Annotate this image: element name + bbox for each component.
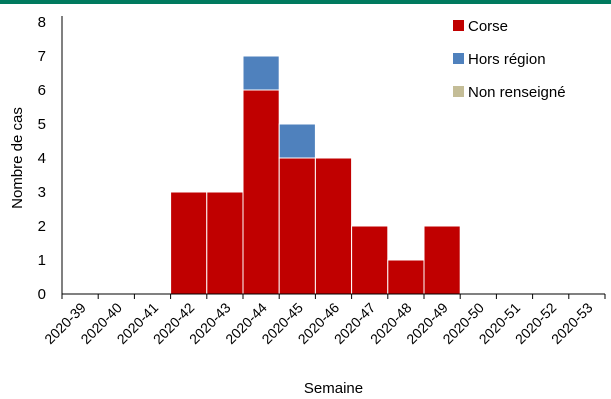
y-tick-label: 2 [38, 218, 46, 235]
axes-group [61, 16, 606, 299]
y-tick-label: 7 [38, 48, 46, 65]
y-tick-label: 3 [38, 184, 46, 201]
top-rule [0, 0, 611, 4]
legend-label-hors-région: Hors région [468, 51, 546, 68]
bar-2020-47-corse [351, 225, 389, 295]
legend-swatch-non-renseigné [453, 86, 464, 97]
bar-2020-44-corse [242, 89, 280, 295]
y-tick-label: 0 [38, 286, 46, 303]
legend-label-non-renseigné: Non renseigné [468, 84, 566, 101]
bar-2020-48-corse [387, 259, 425, 295]
bar-2020-45-hors-région [278, 123, 316, 159]
bar-2020-42-corse [170, 191, 208, 295]
x-axis-title: Semaine [304, 380, 363, 397]
y-tick-label: 6 [38, 82, 46, 99]
bar-2020-44-hors-région [242, 55, 280, 91]
bar-2020-46-corse [314, 157, 353, 295]
bar-2020-43-corse [206, 191, 244, 295]
y-axis-title: Nombre de cas [9, 107, 26, 209]
x-tick-labels: 2020-392020-402020-412020-422020-432020-… [41, 299, 596, 347]
bar-2020-49-corse [423, 225, 461, 295]
legend: Corse Hors région Non renseigné [453, 18, 566, 101]
bars-group [170, 55, 461, 295]
legend-swatch-hors-région [453, 53, 464, 64]
y-tick-label: 8 [38, 14, 46, 31]
legend-label-corse: Corse [468, 18, 508, 35]
bar-2020-45-corse [278, 157, 316, 295]
legend-swatch-corse [453, 20, 464, 31]
y-tick-label: 4 [38, 150, 46, 167]
y-tick-labels: 0 1 2 3 4 5 6 7 8 [38, 14, 46, 303]
y-tick-label: 1 [38, 252, 46, 269]
y-tick-label: 5 [38, 116, 46, 133]
